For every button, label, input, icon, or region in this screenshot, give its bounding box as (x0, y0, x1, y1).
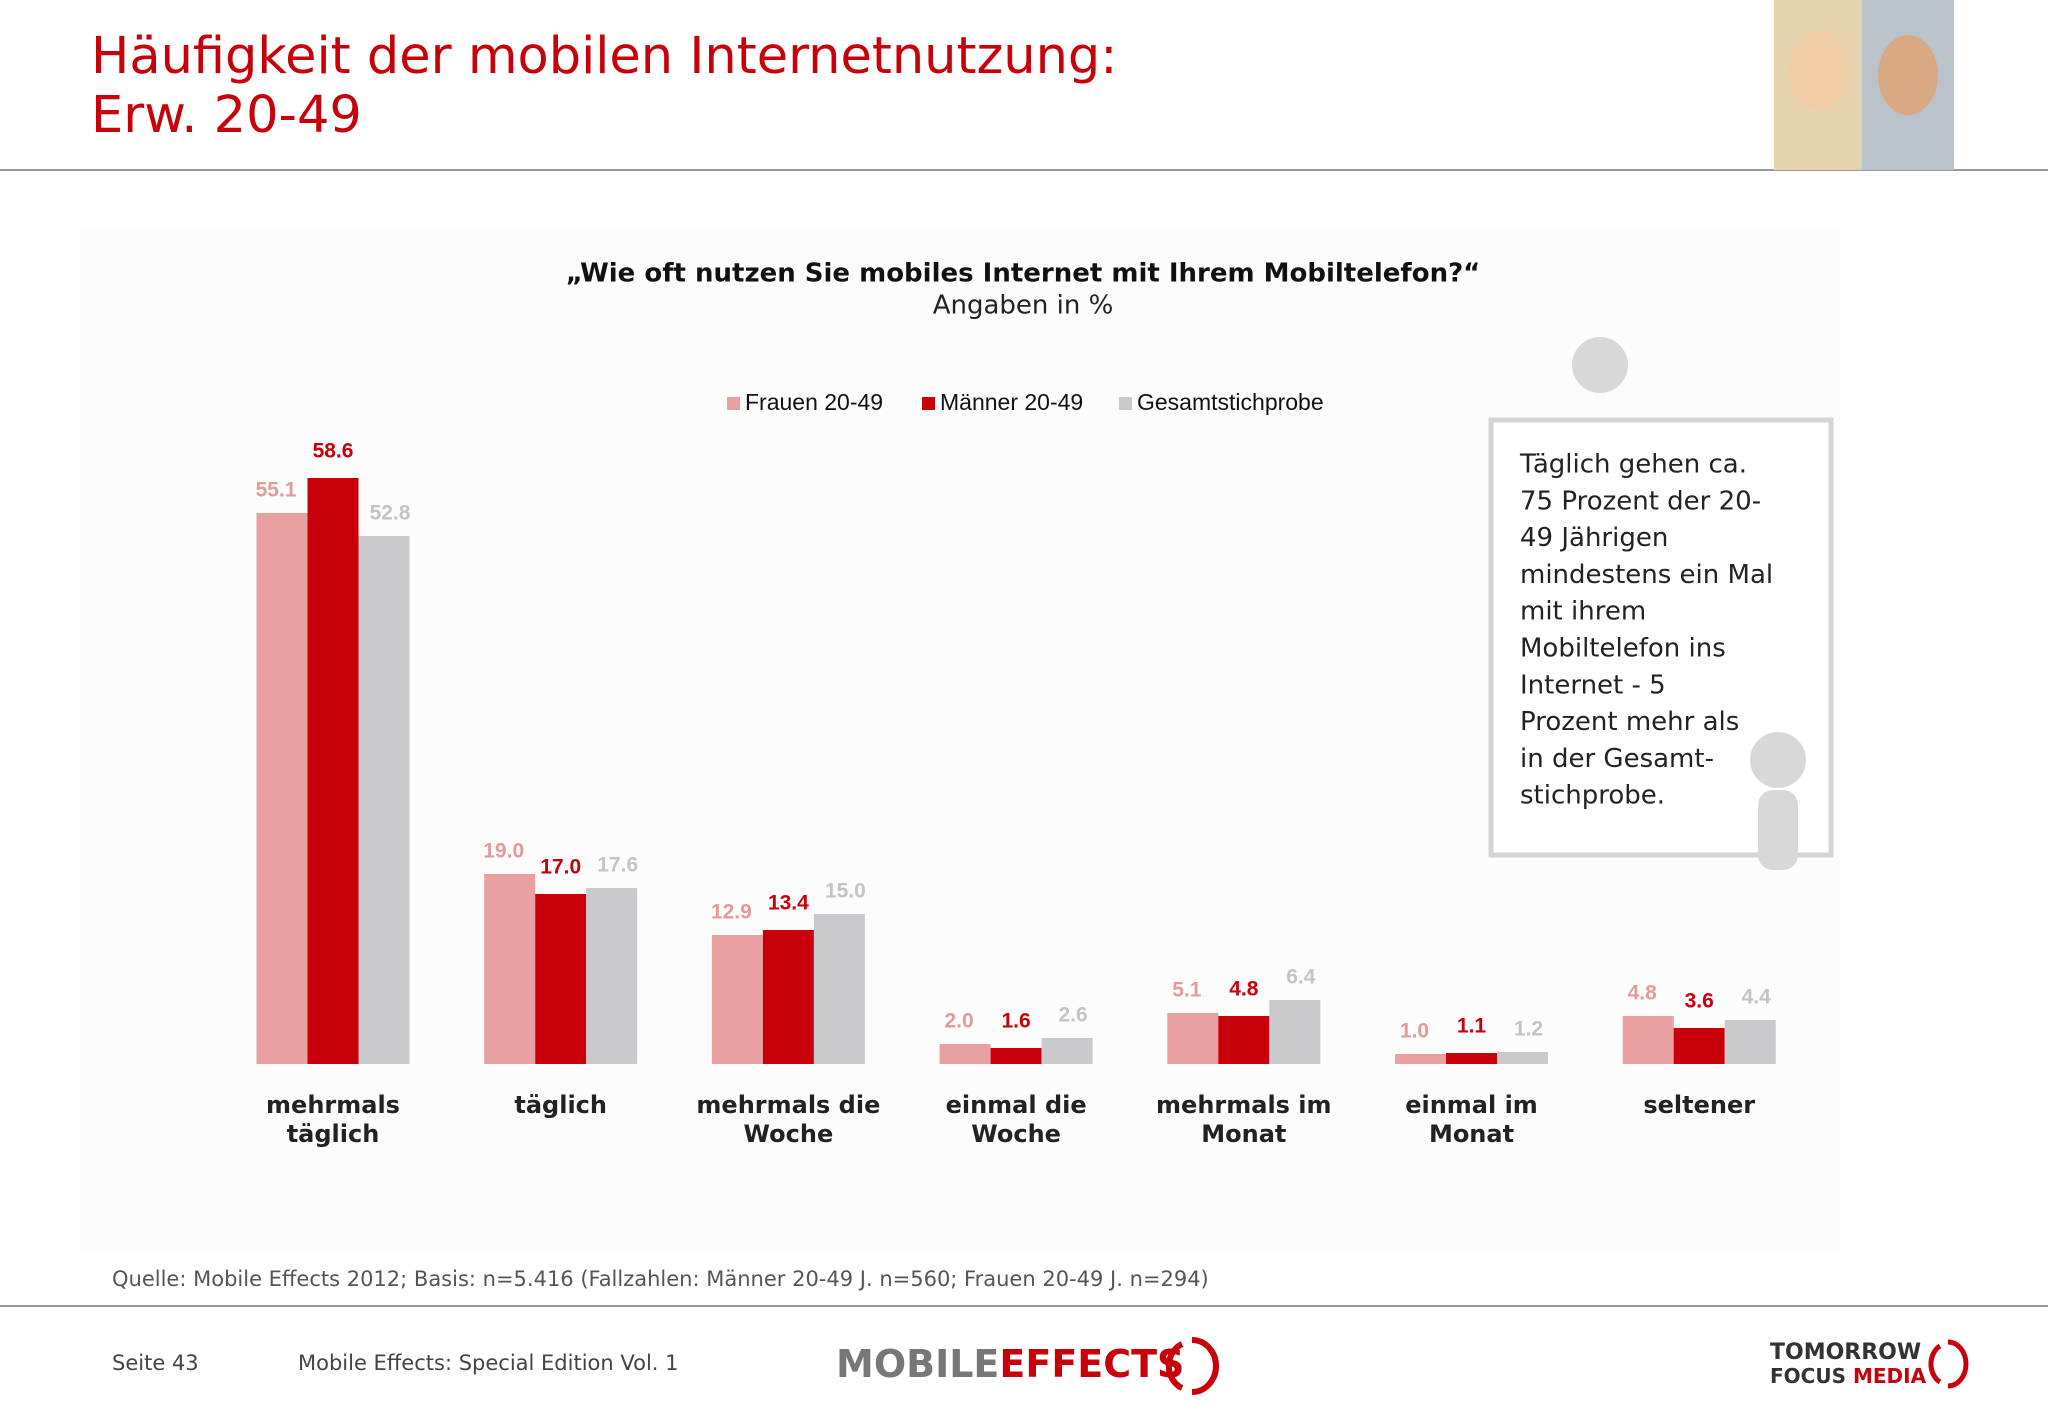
logo-part: FOCUS (1770, 1364, 1846, 1388)
slide-title: Erw. 20-49 (91, 86, 362, 145)
bar (1395, 1054, 1446, 1064)
bar (1218, 1016, 1270, 1064)
logo-right: FOCUS MEDIA (1770, 1364, 1927, 1388)
legend-label: Männer 20-49 (940, 389, 1083, 415)
bar (1167, 1013, 1219, 1064)
callout-text: in der Gesamt- (1520, 744, 1714, 774)
bar (484, 874, 536, 1064)
bar (1724, 1020, 1776, 1064)
value-label: 1.2 (1514, 1018, 1543, 1041)
chart-subtitle: Angaben in % (933, 291, 1114, 321)
value-label: 4.8 (1628, 982, 1658, 1005)
callout-text: mit ihrem (1520, 597, 1646, 627)
value-label: 19.0 (483, 840, 524, 863)
photo (1774, 0, 1954, 170)
value-label: 15.0 (825, 880, 866, 903)
callout-text: mindestens ein Mal (1520, 560, 1773, 590)
value-label: 1.6 (1001, 1010, 1030, 1033)
value-label: 12.9 (711, 901, 752, 924)
callout (1488, 337, 1834, 870)
bar (358, 536, 410, 1064)
bar (535, 894, 587, 1064)
value-label: 58.6 (313, 440, 354, 463)
legend-label: Gesamtstichprobe (1137, 389, 1324, 415)
value-label: 4.4 (1742, 986, 1772, 1009)
bar (1269, 1000, 1321, 1064)
value-label: 3.6 (1685, 990, 1714, 1013)
bar (939, 1044, 991, 1064)
callout-text: Prozent mehr als (1520, 707, 1739, 737)
callout-text: 49 Jährigen (1520, 523, 1668, 553)
x-tick-label: mehrmals die Woche (696, 1091, 880, 1148)
value-label: 13.4 (768, 892, 809, 915)
bar (586, 888, 638, 1064)
slide-title: Häufigkeit der mobilen Internetnutzung: (91, 27, 1117, 86)
bar (1446, 1053, 1497, 1064)
callout-text: 75 Prozent der 20- (1520, 486, 1761, 516)
value-label: 55.1 (256, 479, 297, 502)
x-tick-label: einmal im Monat (1405, 1091, 1538, 1148)
logo-part: EFFECTS (999, 1342, 1184, 1386)
bar (711, 935, 763, 1064)
value-label: 6.4 (1286, 966, 1316, 989)
callout-text: stichprobe. (1520, 781, 1665, 811)
bar (813, 914, 865, 1064)
legend-label: Frauen 20-49 (745, 389, 883, 415)
bar (256, 513, 308, 1064)
value-label: 1.1 (1457, 1015, 1487, 1038)
bar (1497, 1052, 1548, 1064)
logo-right: TOMORROW (1770, 1340, 1921, 1365)
value-label: 5.1 (1172, 979, 1202, 1002)
value-label: 4.8 (1229, 978, 1259, 1001)
value-label: 2.0 (944, 1010, 973, 1033)
chart-title: „Wie oft nutzen Sie mobiles Internet mit… (566, 259, 1481, 289)
bar (1041, 1038, 1093, 1064)
callout-text: Internet - 5 (1520, 670, 1666, 700)
value-label: 17.6 (597, 854, 638, 877)
legend-swatch (922, 397, 935, 410)
x-tick-label: seltener (1643, 1091, 1755, 1119)
x-tick-label: einmal die Woche (946, 1091, 1087, 1148)
legend-swatch (1119, 397, 1132, 410)
page-number: Seite 43 (112, 1351, 199, 1375)
logo-part: MOBILE (836, 1342, 999, 1386)
logo-part: MEDIA (1853, 1364, 1927, 1388)
x-tick-label: mehrmals im Monat (1156, 1091, 1332, 1148)
bar (762, 930, 814, 1064)
value-label: 2.6 (1058, 1004, 1087, 1027)
edition: Mobile Effects: Special Edition Vol. 1 (298, 1351, 679, 1375)
logo-mark (1165, 1337, 1219, 1395)
x-tick-label: täglich (514, 1091, 607, 1119)
bar (1622, 1016, 1674, 1064)
bar (990, 1048, 1042, 1064)
value-label: 1.0 (1400, 1020, 1429, 1043)
source-note: Quelle: Mobile Effects 2012; Basis: n=5.… (112, 1267, 1209, 1291)
bar (1673, 1028, 1725, 1064)
bar (307, 478, 359, 1064)
callout-text: Mobiltelefon ins (1520, 634, 1726, 664)
value-label: 17.0 (540, 856, 581, 879)
legend-swatch (727, 397, 740, 410)
x-tick-label: mehrmals täglich (266, 1091, 400, 1148)
logo-left: MOBILEEFFECTS (836, 1342, 1184, 1386)
value-label: 52.8 (370, 502, 411, 525)
logo-mark (1928, 1339, 1969, 1389)
callout-text: Täglich gehen ca. (1519, 450, 1747, 480)
